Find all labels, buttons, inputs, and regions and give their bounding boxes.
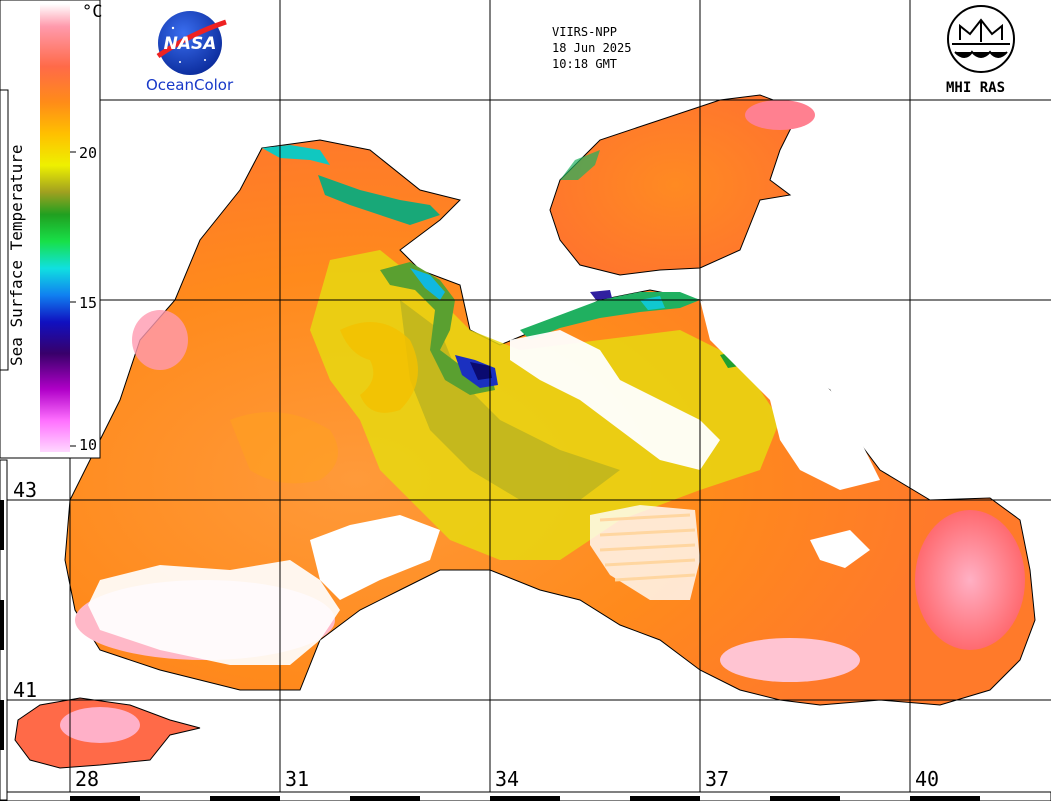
scale-bars [0, 459, 1051, 801]
lat-label-43: 43 [13, 478, 38, 502]
lon-label-28: 28 [75, 767, 100, 791]
lon-label-40: 40 [915, 767, 940, 791]
black-sea-sst [14, 94, 1036, 769]
lat-label-41: 41 [13, 678, 38, 702]
lon-label-34: 34 [495, 767, 520, 791]
lon-label-31: 31 [285, 767, 310, 791]
colorbar-title: Sea Surface Temperature [7, 144, 26, 366]
lon-label-37: 37 [705, 767, 730, 791]
colorbar-unit: °C [82, 2, 103, 22]
time-label: 10:18 GMT [552, 57, 618, 71]
mhi-ras-caption: MHI RAS [946, 80, 1006, 96]
mhi-ras-logo [947, 5, 1015, 73]
colorbar-gradient [40, 4, 70, 452]
sensor-label: VIIRS-NPP [552, 25, 618, 39]
colorbar-panel [0, 0, 101, 459]
nasa-wordmark: NASA [164, 34, 217, 54]
colorbar-tick-10: 10 [79, 436, 98, 454]
date-label: 18 Jun 2025 [552, 41, 632, 55]
colorbar-tick-20: 20 [79, 144, 98, 162]
nasa-caption: OceanColor [146, 76, 234, 94]
colorbar-tick-15: 15 [79, 294, 98, 312]
nasa-logo: NASA [156, 11, 227, 75]
